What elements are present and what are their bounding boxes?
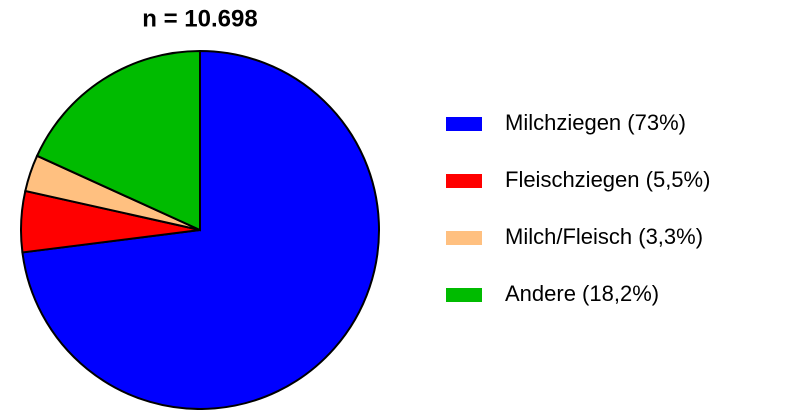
chart-title: n = 10.698 bbox=[142, 5, 257, 32]
legend-swatch bbox=[446, 231, 482, 245]
legend-label: Andere (18,2%) bbox=[505, 281, 659, 306]
legend-label: Fleischziegen (5,5%) bbox=[505, 167, 710, 192]
legend-swatch bbox=[446, 288, 482, 302]
legend-swatch bbox=[446, 117, 482, 131]
legend-label: Milchziegen (73%) bbox=[505, 110, 686, 135]
pie-slice bbox=[35, 49, 201, 232]
legend-swatch bbox=[446, 174, 482, 188]
legend-label: Milch/Fleisch (3,3%) bbox=[505, 224, 703, 249]
